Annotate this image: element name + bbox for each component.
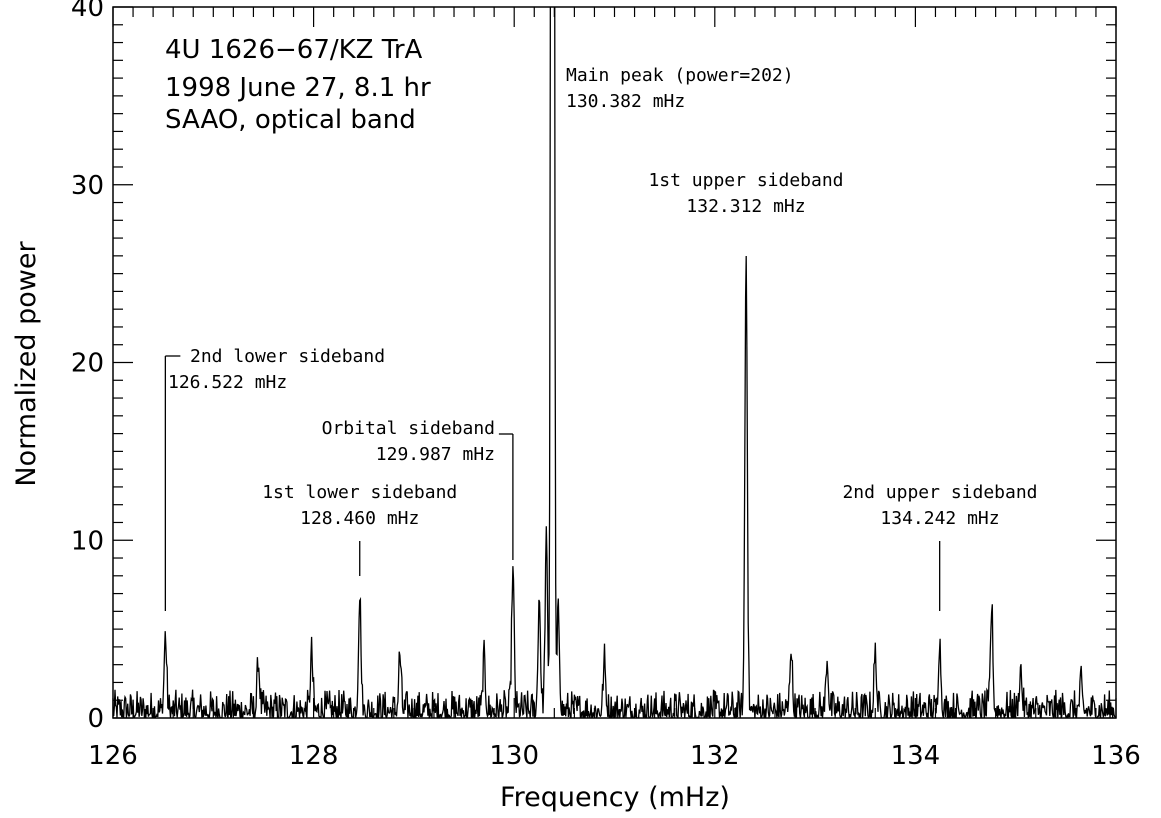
peak-annotations: Main peak (power=202) 130.382 mHz 1st uppe… bbox=[164, 65, 1038, 611]
annotation-lower2-label: 2nd lower sideband bbox=[190, 346, 385, 367]
x-tick-label: 134 bbox=[891, 741, 941, 771]
annotation-upper1-freq: 132.312 mHz bbox=[686, 196, 805, 217]
axis-tick-labels: 126 128 130 132 134 136 0 10 20 30 40 bbox=[71, 0, 1141, 771]
annotation-main-peak-freq: 130.382 mHz bbox=[566, 91, 685, 112]
annotation-upper1-label: 1st upper sideband bbox=[648, 170, 843, 191]
x-tick-label: 136 bbox=[1091, 741, 1141, 771]
y-tick-label: 40 bbox=[71, 0, 104, 23]
y-tick-label: 20 bbox=[71, 349, 104, 379]
annotation-lower2-freq: 126.522 mHz bbox=[168, 372, 287, 393]
annotation-upper2-label: 2nd upper sideband bbox=[842, 482, 1037, 503]
title-line-source: 4U 1626−67/KZ TrA bbox=[165, 35, 423, 65]
y-tick-label: 30 bbox=[71, 171, 104, 201]
y-axis-title: Normalized power bbox=[11, 241, 42, 487]
x-tick-label: 128 bbox=[289, 741, 339, 771]
chart-title-block: 4U 1626−67/KZ TrA 1998 June 27, 8.1 hr S… bbox=[165, 35, 431, 135]
annotation-orbital-freq: 129.987 mHz bbox=[376, 444, 495, 465]
plot-frame bbox=[112, 6, 1117, 719]
annotation-main-peak-label: Main peak (power=202) bbox=[566, 65, 794, 86]
y-tick-label: 0 bbox=[87, 704, 104, 734]
x-tick-label: 132 bbox=[690, 741, 740, 771]
title-line-date: 1998 June 27, 8.1 hr bbox=[165, 73, 431, 103]
annotation-orbital-label: Orbital sideband bbox=[322, 418, 495, 439]
annotation-lower1-freq: 128.460 mHz bbox=[300, 508, 419, 529]
x-tick-label: 126 bbox=[88, 741, 138, 771]
annotation-lower1-label: 1st lower sideband bbox=[262, 482, 457, 503]
y-tick-label: 10 bbox=[71, 526, 104, 556]
annotation-upper2-freq: 134.242 mHz bbox=[880, 508, 999, 529]
x-axis-title: Frequency (mHz) bbox=[500, 782, 730, 813]
x-tick-label: 130 bbox=[489, 741, 539, 771]
title-line-band: SAAO, optical band bbox=[165, 105, 416, 135]
